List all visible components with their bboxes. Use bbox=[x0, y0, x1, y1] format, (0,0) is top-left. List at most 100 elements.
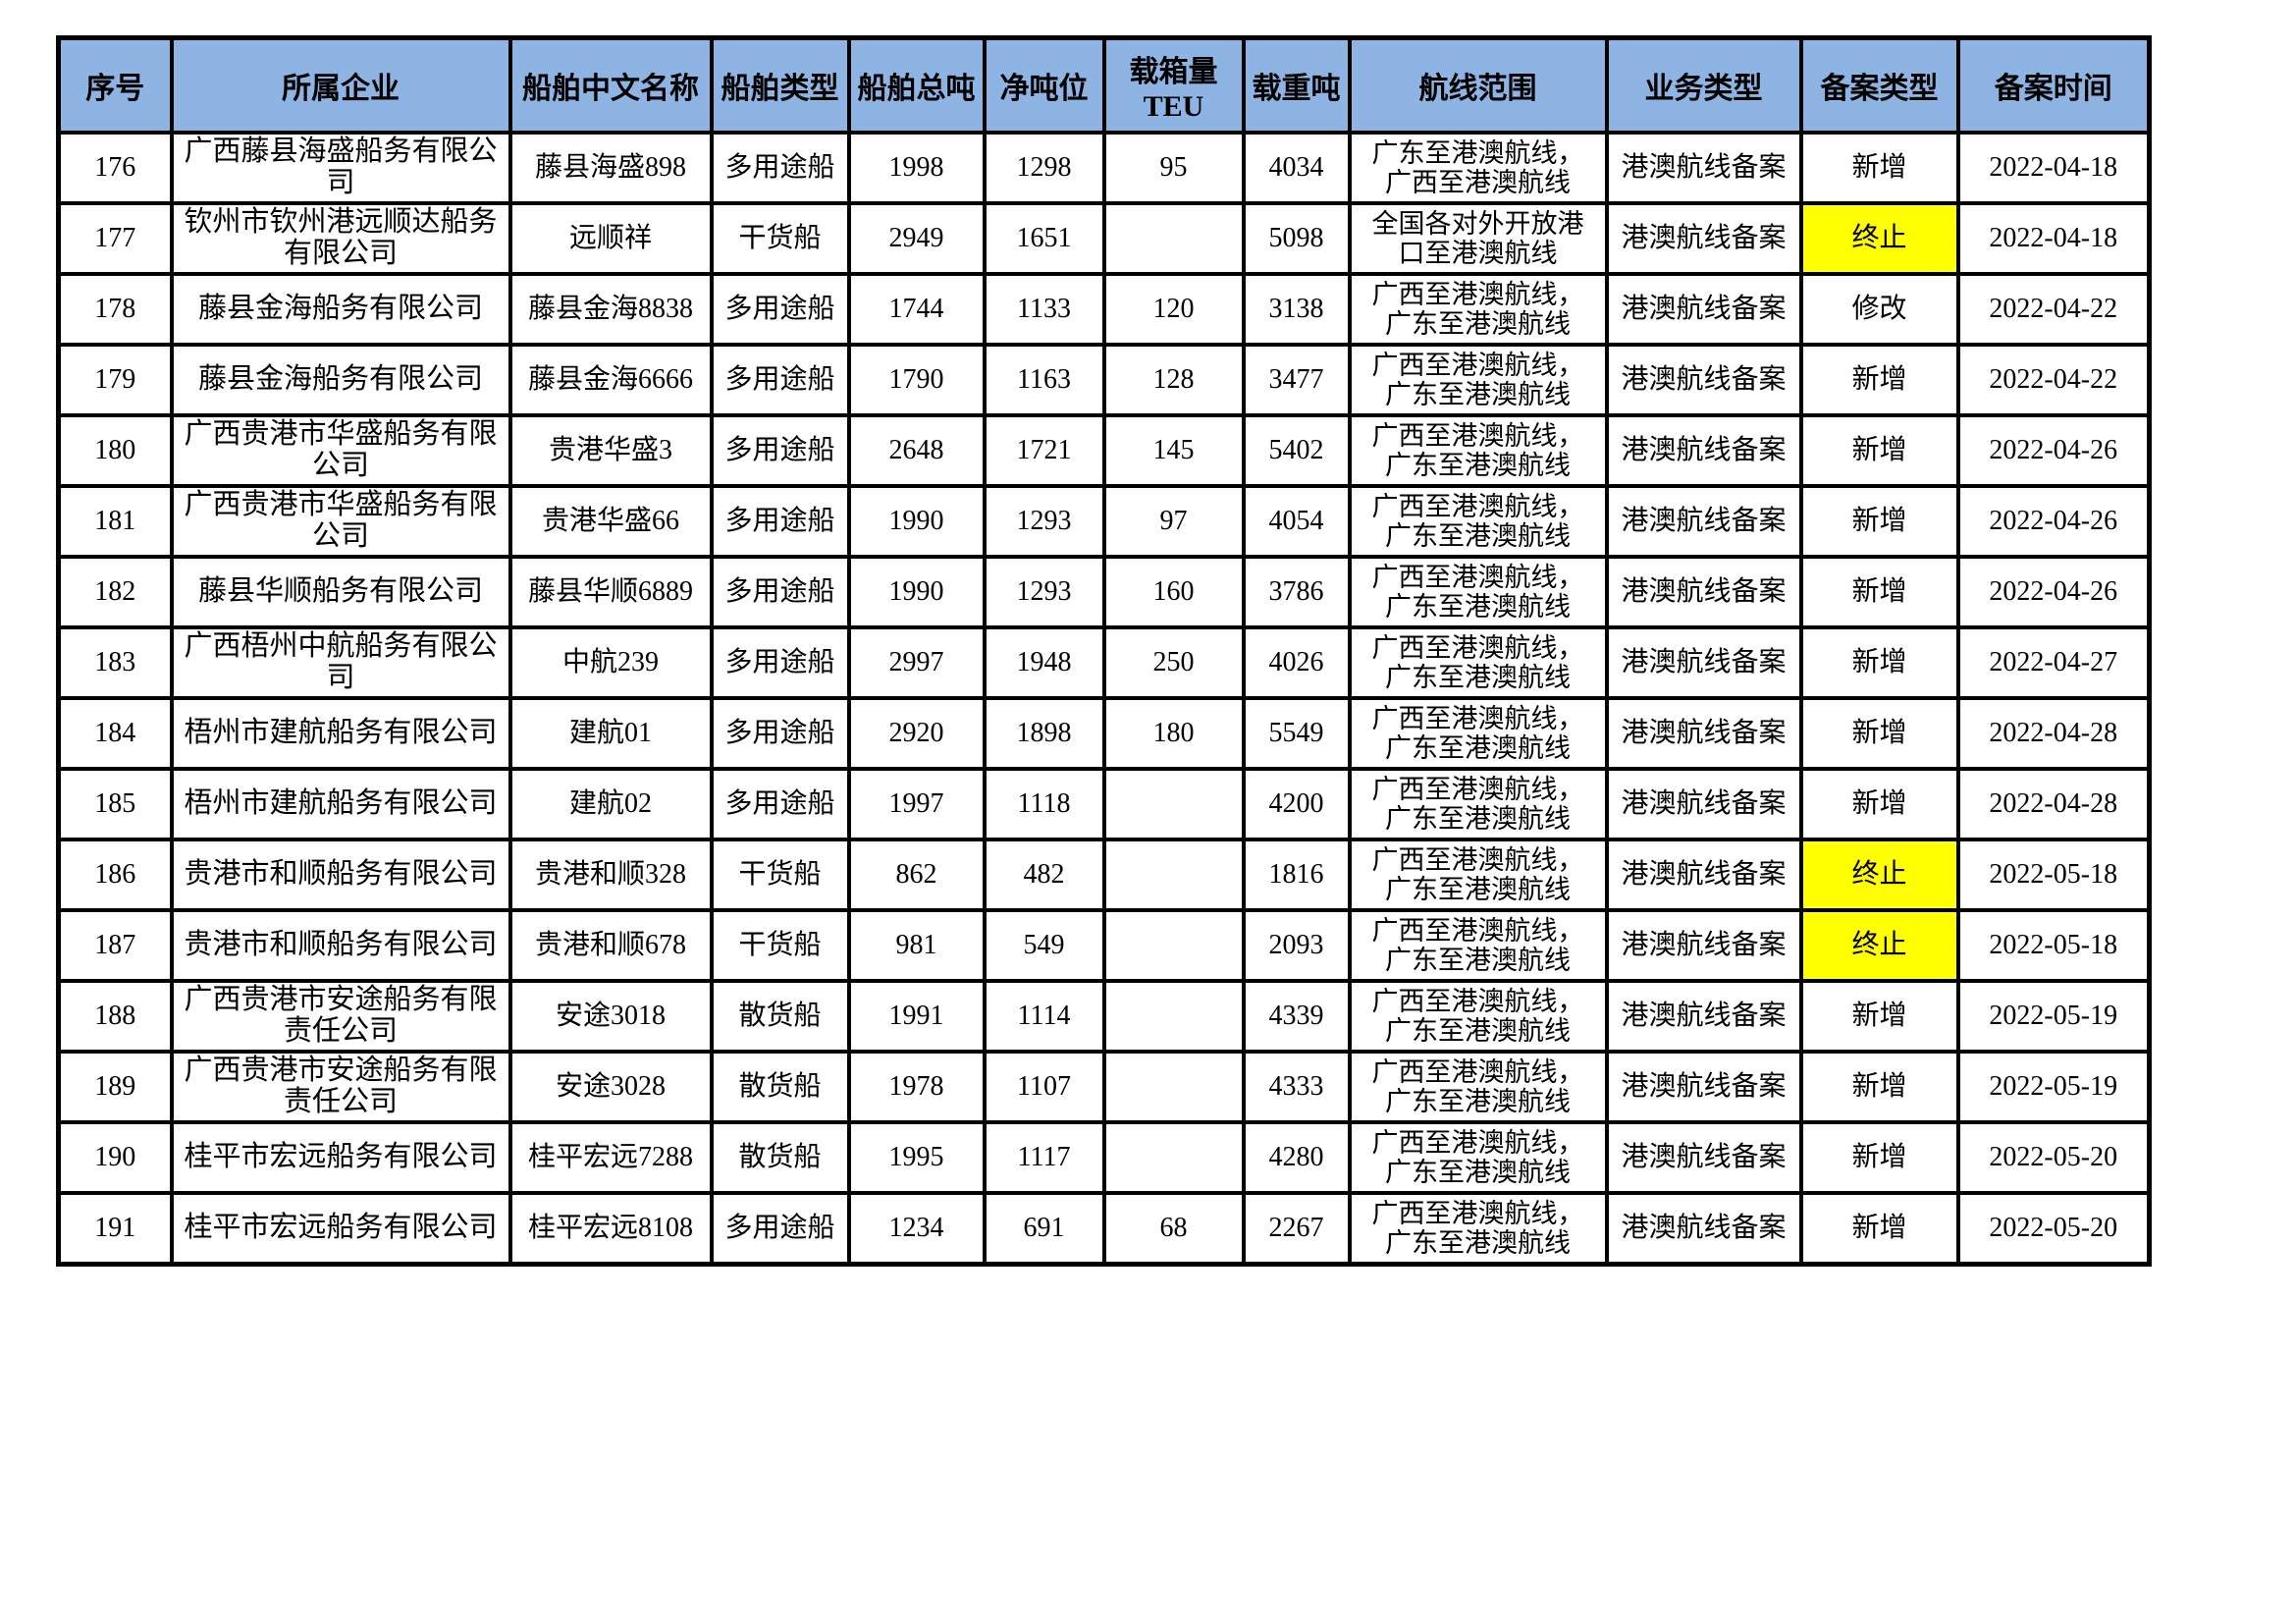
cell-ship: 建航02 bbox=[507, 767, 714, 841]
cell-company: 藤县金海船务有限公司 bbox=[169, 343, 512, 417]
cell-filing: 新增 bbox=[1798, 343, 1960, 417]
cell-gross: 1997 bbox=[846, 767, 987, 841]
cell-route: 广西至港澳航线， 广东至港澳航线 bbox=[1347, 767, 1609, 841]
cell-net: 691 bbox=[982, 1191, 1106, 1267]
cell-type: 多用途船 bbox=[709, 625, 851, 700]
cell-ship: 贵港华盛66 bbox=[507, 484, 714, 559]
cell-gross: 1978 bbox=[846, 1050, 987, 1124]
cell-business: 港澳航线备案 bbox=[1604, 1120, 1803, 1195]
cell-filing: 新增 bbox=[1798, 131, 1960, 205]
table-row: 176 广西藤县海盛船务有限公司 藤县海盛898 多用途船 1998 1298 95 4034… bbox=[56, 131, 2152, 205]
cell-gross: 1990 bbox=[846, 484, 987, 559]
cell-route: 广西至港澳航线， 广东至港澳航线 bbox=[1347, 413, 1609, 488]
cell-type: 干货船 bbox=[709, 908, 851, 983]
cell-type: 多用途船 bbox=[709, 767, 851, 841]
cell-net: 1107 bbox=[982, 1050, 1106, 1124]
table-row: 190 桂平市宏远船务有限公司 桂平宏远7288 散货船 1995 1117 4280 广西至… bbox=[56, 1120, 2152, 1195]
cell-filing: 新增 bbox=[1798, 1120, 1960, 1195]
cell-route: 广西至港澳航线， 广东至港澳航线 bbox=[1347, 343, 1609, 417]
cell-gross: 2648 bbox=[846, 413, 987, 488]
cell-dwt: 4333 bbox=[1241, 1050, 1352, 1124]
cell-dwt: 2267 bbox=[1241, 1191, 1352, 1267]
cell-net: 1651 bbox=[982, 201, 1106, 276]
header-no: 序号 bbox=[56, 35, 174, 135]
cell-filing-terminated-highlight: 终止 bbox=[1798, 838, 1960, 912]
cell-ship: 贵港和顺678 bbox=[507, 908, 714, 983]
cell-route: 广西至港澳航线， 广东至港澳航线 bbox=[1347, 696, 1609, 771]
cell-company: 广西贵港市安途船务有限责任公司 bbox=[169, 1050, 512, 1124]
cell-type: 干货船 bbox=[709, 838, 851, 912]
cell-no: 187 bbox=[56, 908, 174, 983]
cell-route: 广西至港澳航线， 广东至港澳航线 bbox=[1347, 908, 1609, 983]
cell-filing: 新增 bbox=[1798, 1050, 1960, 1124]
cell-business: 港澳航线备案 bbox=[1604, 201, 1803, 276]
cell-gross: 1995 bbox=[846, 1120, 987, 1195]
cell-dwt: 3477 bbox=[1241, 343, 1352, 417]
cell-no: 185 bbox=[56, 767, 174, 841]
header-date: 备案时间 bbox=[1955, 35, 2152, 135]
cell-teu bbox=[1101, 1050, 1246, 1124]
cell-ship: 藤县海盛898 bbox=[507, 131, 714, 205]
cell-filing: 新增 bbox=[1798, 979, 1960, 1054]
cell-gross: 1234 bbox=[846, 1191, 987, 1267]
cell-ship: 安途3018 bbox=[507, 979, 714, 1054]
cell-company: 藤县金海船务有限公司 bbox=[169, 272, 512, 347]
table-row: 184 梧州市建航船务有限公司 建航01 多用途船 2920 1898 180 5549 广西至… bbox=[56, 696, 2152, 771]
cell-type: 散货船 bbox=[709, 1120, 851, 1195]
cell-no: 186 bbox=[56, 838, 174, 912]
cell-business: 港澳航线备案 bbox=[1604, 131, 1803, 205]
header-dwt: 载重吨 bbox=[1241, 35, 1352, 135]
cell-net: 1118 bbox=[982, 767, 1106, 841]
header-route: 航线范围 bbox=[1347, 35, 1609, 135]
cell-filing: 新增 bbox=[1798, 413, 1960, 488]
table-row: 191 桂平市宏远船务有限公司 桂平宏远8108 多用途船 1234 691 68 2267 广… bbox=[56, 1191, 2152, 1267]
cell-filing-terminated-highlight: 终止 bbox=[1798, 201, 1960, 276]
cell-business: 港澳航线备案 bbox=[1604, 908, 1803, 983]
cell-business: 港澳航线备案 bbox=[1604, 484, 1803, 559]
cell-dwt: 4026 bbox=[1241, 625, 1352, 700]
cell-no: 182 bbox=[56, 555, 174, 629]
cell-net: 1117 bbox=[982, 1120, 1106, 1195]
cell-net: 1163 bbox=[982, 343, 1106, 417]
cell-date: 2022-05-18 bbox=[1955, 838, 2152, 912]
cell-route: 广西至港澳航线， 广东至港澳航线 bbox=[1347, 1191, 1609, 1267]
cell-company: 梧州市建航船务有限公司 bbox=[169, 696, 512, 771]
cell-dwt: 1816 bbox=[1241, 838, 1352, 912]
cell-ship: 桂平宏远8108 bbox=[507, 1191, 714, 1267]
cell-date: 2022-04-27 bbox=[1955, 625, 2152, 700]
cell-no: 184 bbox=[56, 696, 174, 771]
cell-route: 全国各对外开放港 口至港澳航线 bbox=[1347, 201, 1609, 276]
cell-teu bbox=[1101, 767, 1246, 841]
table-header: 序号 所属企业 船舶中文名称 船舶类型 船舶总吨 净吨位 载箱量TEU 载重吨 航线范围 业务类型… bbox=[56, 35, 2152, 135]
table-row: 180 广西贵港市华盛船务有限公司 贵港华盛3 多用途船 2648 1721 145 5402… bbox=[56, 413, 2152, 488]
table-row: 181 广西贵港市华盛船务有限公司 贵港华盛66 多用途船 1990 1293 97 4054… bbox=[56, 484, 2152, 559]
cell-date: 2022-05-18 bbox=[1955, 908, 2152, 983]
cell-ship: 桂平宏远7288 bbox=[507, 1120, 714, 1195]
cell-dwt: 3786 bbox=[1241, 555, 1352, 629]
cell-net: 1114 bbox=[982, 979, 1106, 1054]
cell-route: 广西至港澳航线， 广东至港澳航线 bbox=[1347, 555, 1609, 629]
cell-company: 贵港市和顺船务有限公司 bbox=[169, 908, 512, 983]
cell-date: 2022-04-18 bbox=[1955, 201, 2152, 276]
cell-no: 179 bbox=[56, 343, 174, 417]
cell-teu: 250 bbox=[1101, 625, 1246, 700]
cell-type: 散货船 bbox=[709, 1050, 851, 1124]
table-row: 182 藤县华顺船务有限公司 藤县华顺6889 多用途船 1990 1293 160 3786… bbox=[56, 555, 2152, 629]
cell-type: 多用途船 bbox=[709, 484, 851, 559]
cell-no: 191 bbox=[56, 1191, 174, 1267]
cell-company: 贵港市和顺船务有限公司 bbox=[169, 838, 512, 912]
cell-company: 广西贵港市华盛船务有限公司 bbox=[169, 413, 512, 488]
cell-net: 1721 bbox=[982, 413, 1106, 488]
cell-business: 港澳航线备案 bbox=[1604, 979, 1803, 1054]
cell-dwt: 2093 bbox=[1241, 908, 1352, 983]
cell-route: 广西至港澳航线， 广东至港澳航线 bbox=[1347, 1050, 1609, 1124]
cell-gross: 2949 bbox=[846, 201, 987, 276]
cell-date: 2022-05-20 bbox=[1955, 1191, 2152, 1267]
cell-net: 1898 bbox=[982, 696, 1106, 771]
table-row: 177 钦州市钦州港远顺达船务有限公司 远顺祥 干货船 2949 1651 5098 全国各对… bbox=[56, 201, 2152, 276]
cell-teu bbox=[1101, 979, 1246, 1054]
cell-date: 2022-04-26 bbox=[1955, 555, 2152, 629]
cell-teu bbox=[1101, 908, 1246, 983]
cell-gross: 1991 bbox=[846, 979, 987, 1054]
cell-business: 港澳航线备案 bbox=[1604, 625, 1803, 700]
